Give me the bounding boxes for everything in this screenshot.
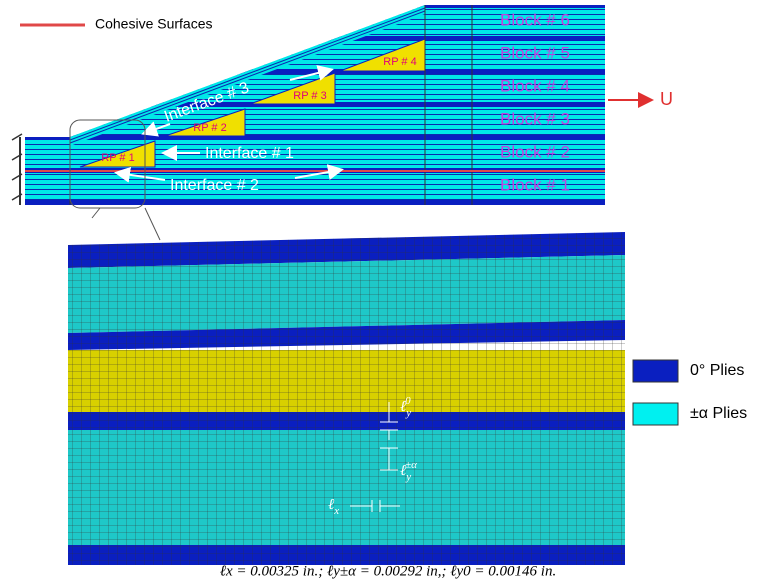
interface-label: Interface # 2 [170,177,259,194]
block-label: Block # 4 [500,76,570,95]
block-label: Block # 3 [500,109,570,128]
caption: ℓx = 0.00325 in.; ℓy±α = 0.00292 in,; ℓy… [220,563,556,579]
callout-line [92,208,160,240]
ply-legend-swatch [633,360,678,382]
block-label: Block # 6 [500,10,570,29]
interface-label: Interface # 1 [205,145,294,162]
ply-legend-label: 0° Plies [690,362,744,379]
subscript: x [333,505,339,517]
block-label: Block # 1 [500,175,570,194]
block-label: Block # 2 [500,142,570,161]
rp-label: RP # 2 [193,122,226,134]
rp-label: RP # 3 [293,90,326,102]
load-label: U [660,89,673,109]
ply-legend-swatch [633,403,678,425]
superscript: 0 [405,395,411,407]
figure: Cohesive Surfaces Block # 6 Block # 5 Bloc… [0,0,776,580]
superscript: ±α [405,459,417,471]
rp-label: RP # 4 [383,56,416,68]
subscript: y [405,407,411,419]
ply-legend-label: ±α Plies [690,405,747,422]
mesh-view [68,232,625,565]
rp-label: RP # 1 [101,152,134,164]
cohesive-legend-label: Cohesive Surfaces [95,16,213,32]
subscript: y [405,471,411,483]
block-label: Block # 5 [500,43,570,62]
